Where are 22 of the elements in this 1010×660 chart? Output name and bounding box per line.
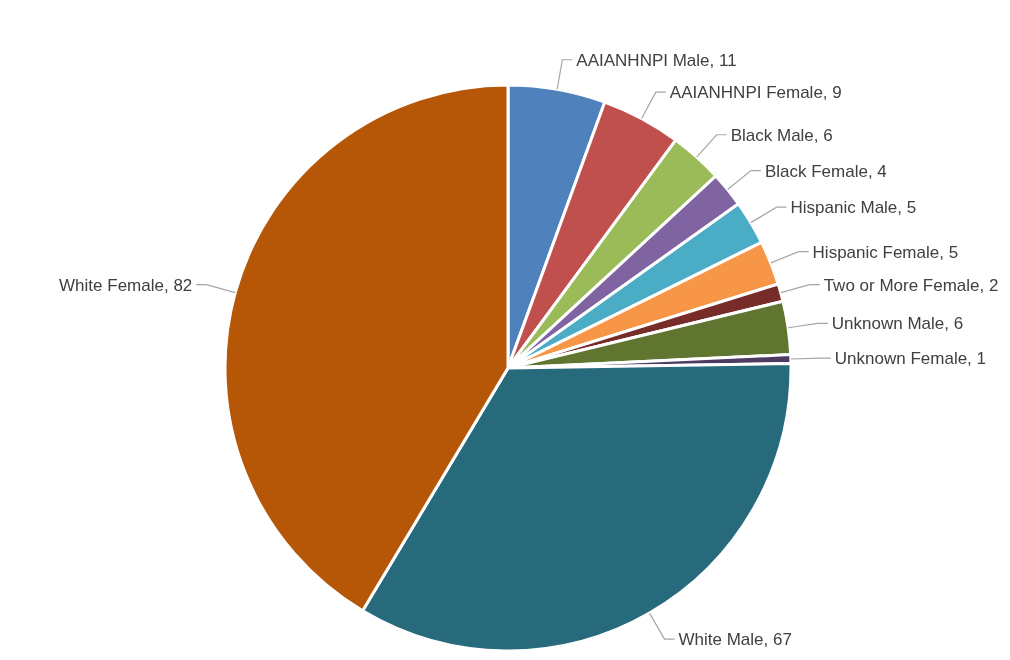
data-label: , 4 — [867, 161, 887, 181]
slice-label: AAIANHNPI Male — [576, 50, 710, 70]
slice-label: Black Male — [730, 125, 814, 145]
data-label: , 6 — [944, 314, 964, 334]
data-label: , 1 — [967, 349, 987, 369]
slice-label: AAIANHNPI Female — [669, 83, 823, 103]
data-label: , 6 — [813, 125, 833, 145]
slice-label: Hispanic Male — [790, 198, 898, 218]
data-label: , 5 — [939, 242, 959, 262]
data-label: , 82 — [163, 275, 193, 295]
data-label: , 2 — [979, 275, 999, 295]
data-label: , 9 — [822, 83, 842, 103]
slice-label: Black Female — [764, 161, 868, 181]
data-label: , 67 — [763, 630, 792, 650]
data-label: , 5 — [897, 198, 917, 218]
slice-label: Unknown Female — [834, 349, 968, 369]
slice-label: White Male — [678, 630, 764, 650]
slice-label: Two or More Female — [823, 275, 980, 295]
slice-label: Unknown Male — [831, 314, 945, 334]
slice-label: White Female — [59, 275, 164, 295]
data-label: , 11 — [709, 50, 737, 70]
slice-label: Hispanic Female — [812, 242, 940, 262]
